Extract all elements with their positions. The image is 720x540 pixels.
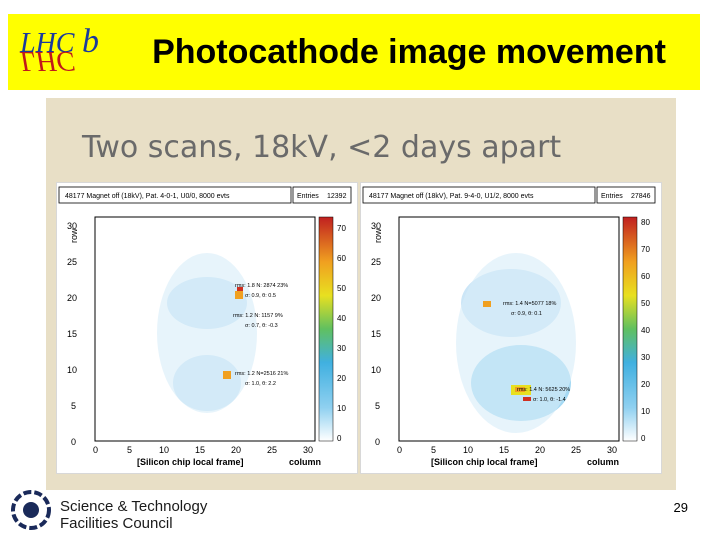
y-tick: 0 xyxy=(71,437,76,447)
x-tick: 25 xyxy=(571,445,581,455)
y-tick: 10 xyxy=(67,365,77,375)
stats-title: 48177 Magnet off (18kV), Pat. 9-4-0, U1/… xyxy=(369,193,534,200)
slide-header: LHC b LHC Photocathode image movement xyxy=(0,14,720,90)
heatmap-1-svg: 48177 Magnet off (18kV), Pat. 4-0-1, U0/… xyxy=(58,186,352,467)
stfc-logo xyxy=(8,487,54,538)
z-tick: 60 xyxy=(641,272,650,281)
stats-title: 48177 Magnet off (18kV), Pat. 4-0-1, U0/… xyxy=(65,193,230,200)
entries-label: Entries xyxy=(297,193,319,200)
z-tick: 50 xyxy=(337,284,346,293)
x-tick: 15 xyxy=(499,445,509,455)
z-tick: 20 xyxy=(337,374,346,383)
y-tick: 25 xyxy=(67,257,77,267)
x-tick: 0 xyxy=(397,445,402,455)
annotation-2b: σ: 0.7, θ: -0.3 xyxy=(245,323,278,329)
y-tick: 10 xyxy=(371,365,381,375)
x-tick: 15 xyxy=(195,445,205,455)
z-tick: 70 xyxy=(641,245,650,254)
z-tick: 0 xyxy=(337,434,342,443)
svg-text:b: b xyxy=(82,23,99,60)
heatmap-plot-2: 48177 Magnet off (18kV), Pat. 9-4-0, U1/… xyxy=(360,182,662,474)
y-tick: 30 xyxy=(371,221,381,231)
annotation-3b: σ: 1.0, θ: 2.2 xyxy=(245,381,276,387)
x-axis-label: [Silicon chip local frame] xyxy=(431,457,538,467)
y-tick: 5 xyxy=(71,401,76,411)
y-tick: 15 xyxy=(371,329,381,339)
stfc-logo-icon xyxy=(11,490,51,530)
z-tick: 80 xyxy=(641,218,650,227)
y-tick: 20 xyxy=(67,293,77,303)
annotation-2: rms: 1.2 N: 1157 9% xyxy=(233,313,283,319)
y-tick: 20 xyxy=(371,293,381,303)
z-tick: 60 xyxy=(337,254,346,263)
annotation-3: rms: 1.2 N=2516 21% xyxy=(235,371,288,377)
y-tick: 25 xyxy=(371,257,381,267)
x-tick: 20 xyxy=(535,445,545,455)
title-box: Photocathode image movement xyxy=(118,14,700,90)
z-tick: 20 xyxy=(641,380,650,389)
svg-text:LHC: LHC xyxy=(19,28,75,59)
x-axis-unit: column xyxy=(587,457,619,467)
z-tick: 10 xyxy=(641,407,650,416)
entries-value: 12392 xyxy=(327,193,347,200)
heatmap-plot-1: 48177 Magnet off (18kV), Pat. 4-0-1, U0/… xyxy=(56,182,358,474)
x-tick: 30 xyxy=(303,445,313,455)
svg-text:LHC: LHC xyxy=(19,45,75,76)
page-title: Photocathode image movement xyxy=(152,33,666,71)
z-tick: 40 xyxy=(641,326,650,335)
org-line-2: Facilities Council xyxy=(60,515,173,532)
z-tick: 30 xyxy=(641,353,650,362)
entries-value: 27846 xyxy=(631,193,651,200)
x-tick: 10 xyxy=(463,445,473,455)
x-tick: 25 xyxy=(267,445,277,455)
x-tick: 10 xyxy=(159,445,169,455)
lhcb-logo: LHC b LHC xyxy=(8,14,118,90)
x-tick: 5 xyxy=(127,445,132,455)
annotation-1: rms: 1.8 N: 2874 23% xyxy=(235,283,288,289)
x-tick: 20 xyxy=(231,445,241,455)
annotation-2b: σ: 1.0, θ: -1.4 xyxy=(533,397,566,403)
y-tick: 30 xyxy=(67,221,77,231)
y-tick: 5 xyxy=(375,401,380,411)
y-axis-label: row xyxy=(373,228,383,243)
y-tick: 0 xyxy=(375,437,380,447)
slide-subtitle: Two scans, 18kV, <2 days apart xyxy=(82,130,562,165)
z-tick: 70 xyxy=(337,224,346,233)
annotation-2: rms: 1.4 N: 5625 20% xyxy=(517,387,570,393)
z-tick: 10 xyxy=(337,404,346,413)
annotation-1b: σ: 0.9, θ: 0.5 xyxy=(245,293,276,299)
entries-label: Entries xyxy=(601,193,623,200)
annotation-1b: σ: 0.9, θ: 0.1 xyxy=(511,311,542,317)
z-tick: 40 xyxy=(337,314,346,323)
page-number: 29 xyxy=(673,500,688,515)
x-tick: 30 xyxy=(607,445,617,455)
heatmap-2-svg: 48177 Magnet off (18kV), Pat. 9-4-0, U1/… xyxy=(362,186,656,467)
org-line-1: Science & Technology xyxy=(60,498,208,515)
x-axis-unit: column xyxy=(289,457,321,467)
z-tick: 0 xyxy=(641,434,646,443)
y-axis-label: row xyxy=(69,228,79,243)
z-tick: 50 xyxy=(641,299,650,308)
x-tick: 5 xyxy=(431,445,436,455)
x-axis-label: [Silicon chip local frame] xyxy=(137,457,244,467)
lhcb-logo-icon: LHC b LHC xyxy=(19,23,99,76)
annotation-1: rms: 1.4 N=5077 18% xyxy=(503,301,556,307)
z-tick: 30 xyxy=(337,344,346,353)
x-tick: 0 xyxy=(93,445,98,455)
y-tick: 15 xyxy=(67,329,77,339)
